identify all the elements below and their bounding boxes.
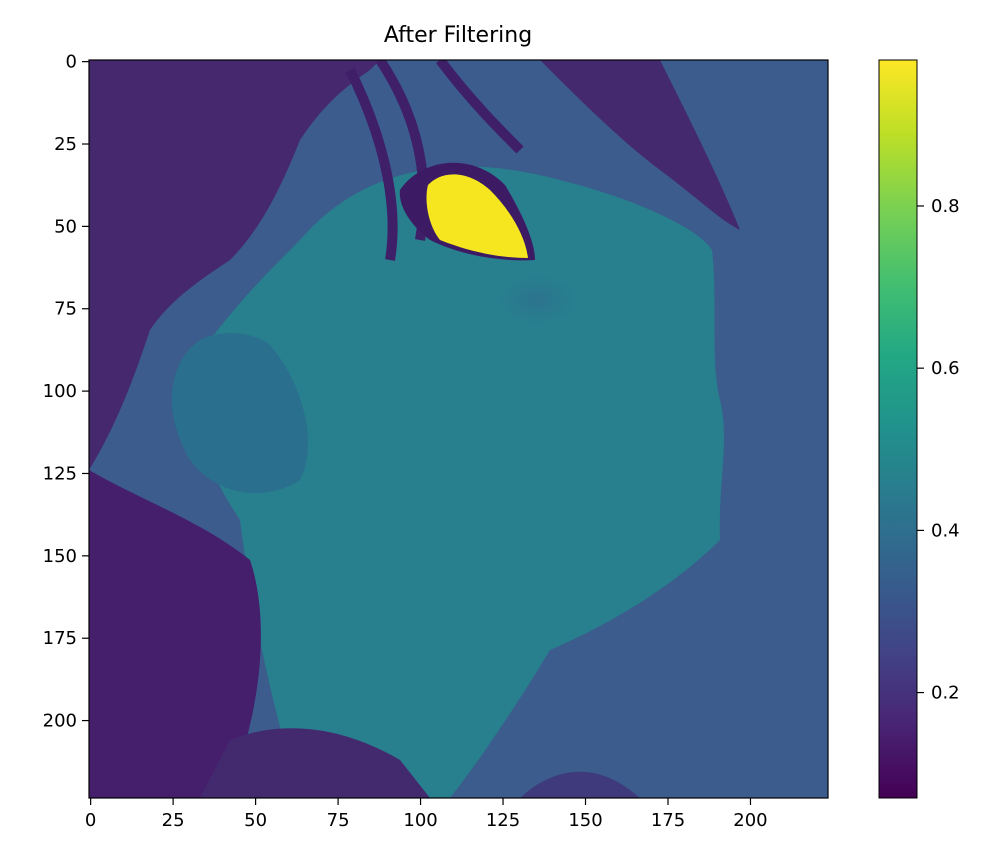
- x-tick-label: 175: [651, 810, 685, 831]
- y-tick-label: 125: [43, 463, 77, 484]
- y-tick-label: 175: [43, 628, 77, 649]
- eye-region: [426, 174, 528, 258]
- x-tick-label: 200: [733, 810, 767, 831]
- chart-title: After Filtering: [384, 23, 532, 48]
- y-tick-label: 100: [43, 381, 77, 402]
- collar-region: [200, 728, 430, 798]
- y-tick-label: 75: [54, 299, 77, 320]
- colorbar-tick-label: 0.2: [931, 683, 960, 704]
- x-tick-label: 100: [403, 810, 437, 831]
- ear-region: [171, 333, 309, 494]
- colorbar-axis: 0.2 0.4 0.6 0.8: [917, 196, 960, 704]
- x-tick-label: 25: [162, 810, 185, 831]
- hair-region-top: [540, 60, 740, 230]
- x-axis: 0 25 50 75 100 125 150 175 200: [85, 798, 768, 831]
- y-tick-label: 25: [54, 134, 77, 155]
- heatmap-image: [89, 60, 828, 798]
- y-axis: 0 25 50 75 100 125 150 175 200: [43, 52, 89, 732]
- x-tick-label: 75: [327, 810, 350, 831]
- skin-region: [195, 166, 725, 798]
- colorbar-tick-label: 0.8: [931, 196, 960, 217]
- y-tick-label: 150: [43, 546, 77, 567]
- x-tick-label: 125: [486, 810, 520, 831]
- y-tick-label: 200: [43, 711, 77, 732]
- hair-region-lower: [89, 470, 261, 798]
- colorbar: [878, 59, 918, 799]
- x-tick-label: 50: [244, 810, 267, 831]
- plot-frame: [88, 59, 829, 799]
- collar-right: [520, 771, 640, 798]
- x-tick-label: 0: [85, 810, 96, 831]
- colorbar-tick-label: 0.4: [931, 520, 960, 541]
- hair-region: [89, 60, 380, 470]
- colorbar-tick-label: 0.6: [931, 358, 960, 379]
- y-tick-label: 0: [66, 52, 77, 73]
- y-tick-label: 50: [54, 216, 77, 237]
- cheek-blush: [499, 276, 575, 324]
- x-tick-label: 150: [568, 810, 602, 831]
